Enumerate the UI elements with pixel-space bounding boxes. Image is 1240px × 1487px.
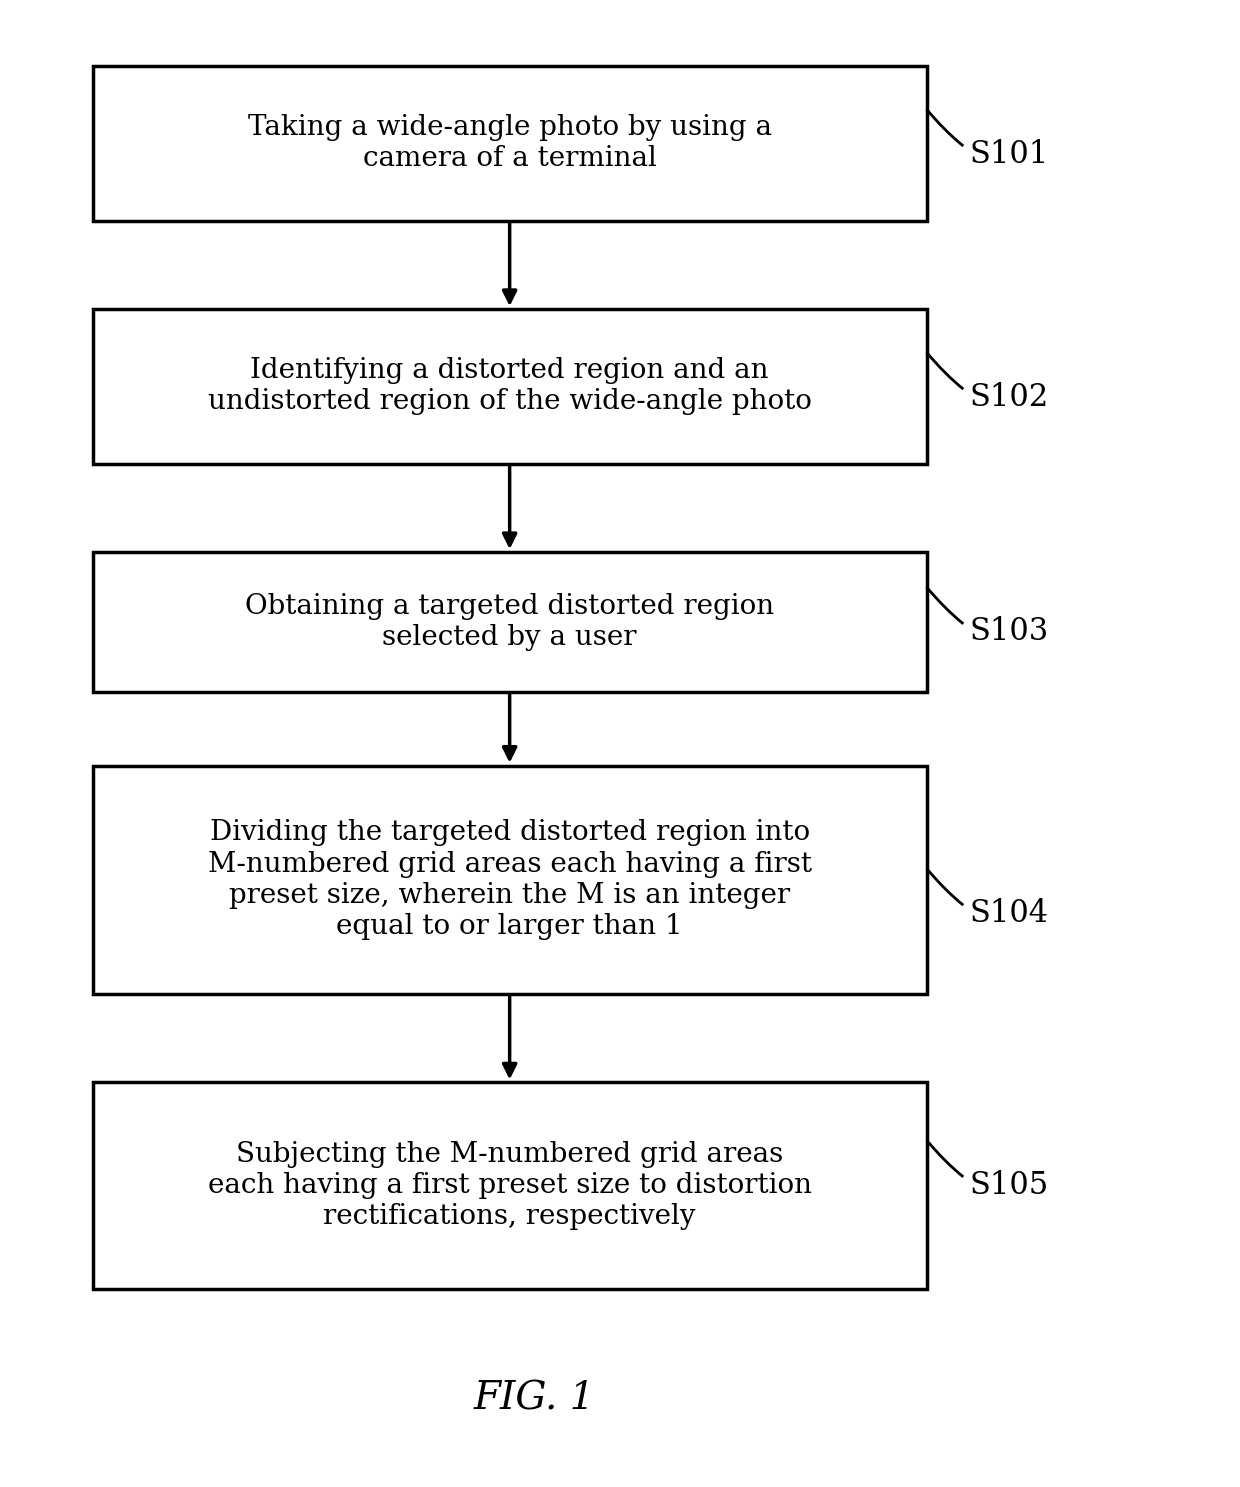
FancyBboxPatch shape bbox=[93, 552, 926, 691]
Text: S105: S105 bbox=[970, 1169, 1049, 1200]
FancyBboxPatch shape bbox=[93, 309, 926, 464]
FancyBboxPatch shape bbox=[93, 65, 926, 220]
Text: Identifying a distorted region and an
undistorted region of the wide-angle photo: Identifying a distorted region and an un… bbox=[208, 357, 812, 415]
Text: S102: S102 bbox=[970, 382, 1049, 413]
Text: S104: S104 bbox=[970, 898, 1049, 929]
Text: Obtaining a targeted distorted region
selected by a user: Obtaining a targeted distorted region se… bbox=[246, 593, 774, 651]
Text: FIG. 1: FIG. 1 bbox=[474, 1380, 595, 1417]
FancyBboxPatch shape bbox=[93, 1083, 926, 1289]
Text: S101: S101 bbox=[970, 138, 1049, 170]
Text: Taking a wide-angle photo by using a
camera of a terminal: Taking a wide-angle photo by using a cam… bbox=[248, 114, 771, 172]
FancyBboxPatch shape bbox=[93, 766, 926, 993]
Text: S103: S103 bbox=[970, 617, 1049, 647]
Text: Subjecting the M-numbered grid areas
each having a first preset size to distorti: Subjecting the M-numbered grid areas eac… bbox=[207, 1141, 812, 1230]
Text: Dividing the targeted distorted region into
M-numbered grid areas each having a : Dividing the targeted distorted region i… bbox=[207, 819, 812, 940]
